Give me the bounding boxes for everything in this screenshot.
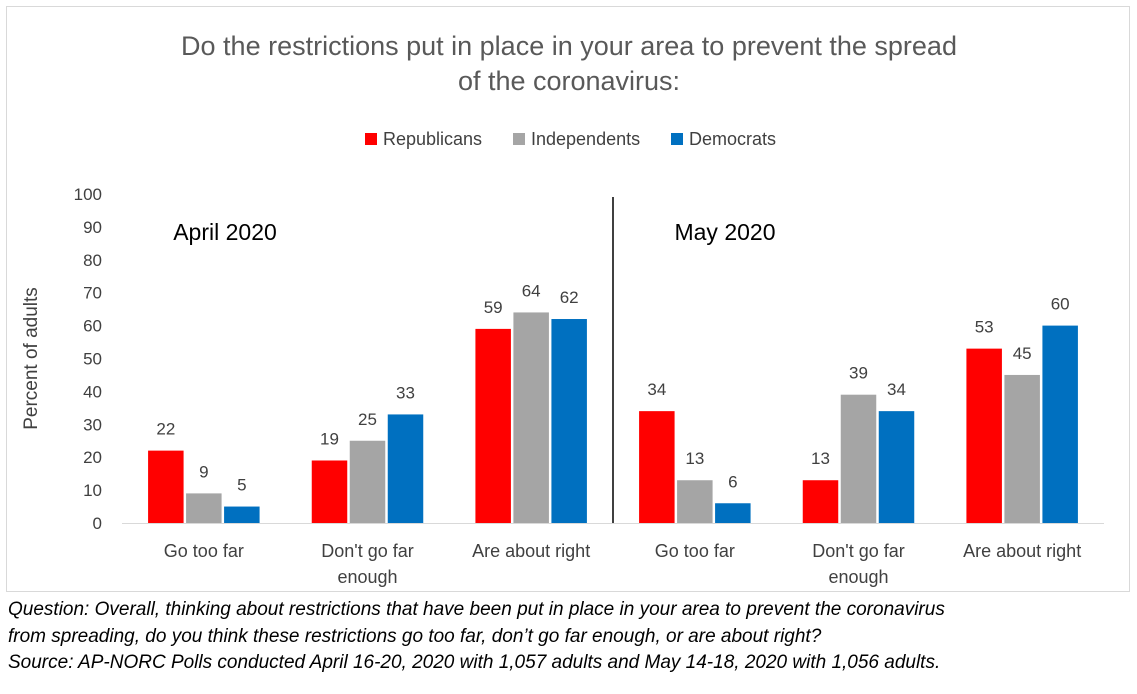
bar-republicans bbox=[311, 460, 348, 523]
data-label: 13 bbox=[811, 449, 830, 468]
bar-democrats bbox=[224, 506, 260, 523]
y-tick-label: 40 bbox=[83, 382, 102, 401]
bar-independents bbox=[840, 394, 877, 523]
bar-republicans bbox=[475, 328, 511, 523]
legend-swatch-independents bbox=[513, 133, 525, 145]
data-label: 9 bbox=[199, 462, 208, 481]
data-label: 34 bbox=[887, 380, 906, 399]
data-label: 60 bbox=[1051, 295, 1070, 314]
question-note-line-2: from spreading, do you think these restr… bbox=[8, 625, 822, 647]
data-label: 5 bbox=[237, 476, 246, 495]
data-label: 13 bbox=[685, 449, 704, 468]
category-label: Are about right bbox=[472, 541, 590, 561]
data-label: 25 bbox=[358, 410, 377, 429]
period-label: April 2020 bbox=[173, 219, 277, 245]
bar-republicans bbox=[639, 411, 675, 523]
bar-democrats bbox=[1042, 325, 1078, 523]
data-label: 22 bbox=[156, 420, 175, 439]
bar-republicans bbox=[802, 480, 839, 523]
y-tick-label: 0 bbox=[93, 514, 102, 533]
y-tick-label: 50 bbox=[83, 350, 102, 369]
legend-label-independents: Independents bbox=[531, 129, 640, 149]
legend-swatch-republicans bbox=[365, 133, 377, 145]
category-label: Don't go far bbox=[321, 541, 414, 561]
chart-notes: Question: Overall, thinking about restri… bbox=[8, 597, 1128, 677]
bar-democrats bbox=[387, 414, 424, 523]
data-label: 64 bbox=[522, 281, 541, 300]
y-tick-label: 80 bbox=[83, 251, 102, 270]
bar-independents bbox=[349, 440, 386, 523]
data-label: 39 bbox=[849, 364, 868, 383]
data-label: 34 bbox=[647, 380, 666, 399]
bar-independents bbox=[1004, 374, 1040, 523]
category-label: Are about right bbox=[963, 541, 1081, 561]
category-label: Don't go far bbox=[812, 541, 905, 561]
question-note-line-1: Question: Overall, thinking about restri… bbox=[8, 599, 945, 620]
data-label: 33 bbox=[396, 383, 415, 402]
data-label: 53 bbox=[975, 318, 994, 337]
bar-democrats bbox=[715, 503, 751, 523]
y-tick-label: 70 bbox=[83, 284, 102, 303]
bar-republicans bbox=[148, 450, 184, 523]
y-tick-label: 30 bbox=[83, 415, 102, 434]
period-label: May 2020 bbox=[674, 219, 775, 245]
y-tick-label: 20 bbox=[83, 448, 102, 467]
bar-democrats bbox=[551, 319, 587, 523]
source-note: Source: AP-NORC Polls conducted April 16… bbox=[8, 652, 941, 673]
bar-independents bbox=[677, 480, 713, 523]
data-label: 59 bbox=[484, 298, 503, 317]
legend-label-republicans: Republicans bbox=[383, 129, 482, 149]
y-axis-title: Percent of adults bbox=[21, 287, 42, 430]
bar-chart: Do the restrictions put in place in your… bbox=[21, 31, 1104, 587]
y-tick-label: 100 bbox=[74, 185, 102, 204]
data-label: 45 bbox=[1013, 344, 1032, 363]
chart-area bbox=[6, 6, 1130, 592]
legend-swatch-democrats bbox=[671, 133, 683, 145]
chart-title-line-1: Do the restrictions put in place in your… bbox=[181, 31, 957, 61]
category-label: enough bbox=[828, 567, 888, 587]
category-label: Go too far bbox=[655, 541, 735, 561]
category-label: Go too far bbox=[164, 541, 244, 561]
y-tick-label: 60 bbox=[83, 317, 102, 336]
data-label: 19 bbox=[320, 429, 339, 448]
bar-independents bbox=[186, 493, 222, 523]
legend-label-democrats: Democrats bbox=[689, 129, 776, 149]
y-tick-label: 90 bbox=[83, 218, 102, 237]
category-label: enough bbox=[337, 567, 397, 587]
data-label: 62 bbox=[560, 288, 579, 307]
bar-republicans bbox=[966, 348, 1002, 523]
y-tick-label: 10 bbox=[83, 481, 102, 500]
bar-democrats bbox=[878, 411, 915, 523]
chart-title-line-2: of the coronavirus: bbox=[458, 66, 680, 96]
bar-independents bbox=[513, 312, 549, 523]
data-label: 6 bbox=[728, 472, 737, 491]
